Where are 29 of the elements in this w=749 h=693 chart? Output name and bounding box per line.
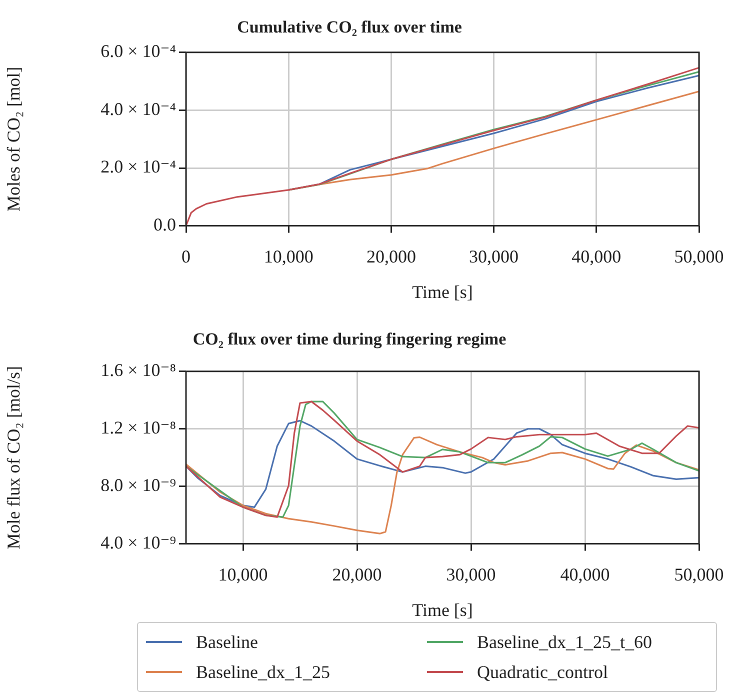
x-tick-label: 40,000 [560, 564, 610, 584]
x-tick-label: 20,000 [332, 564, 382, 584]
y-axis-title: Mole flux of CO₂ [mol/s] [4, 366, 24, 550]
chart-title: Cumulative CO₂ flux over time [237, 18, 462, 37]
x-tick-label: 30,000 [446, 564, 496, 584]
x-tick-label: 50,000 [674, 246, 724, 266]
x-tick-label: 0 [182, 246, 190, 266]
x-axis-title: Time [s] [412, 600, 473, 620]
y-tick-label: 6.0 × 10⁻⁴ [100, 41, 176, 62]
x-tick-label: 50,000 [674, 564, 724, 584]
legend-label: Baseline_dx_1_25_t_60 [477, 632, 652, 652]
y-tick-label: 4.0 × 10⁻⁴ [100, 98, 176, 119]
x-tick-label: 10,000 [218, 564, 268, 584]
y-tick-label: 4.0 × 10⁻⁹ [100, 532, 176, 553]
x-tick-label: 30,000 [469, 246, 519, 266]
y-tick-label: 0.0 [154, 214, 176, 235]
y-tick-label: 1.2 × 10⁻⁸ [100, 418, 176, 438]
legend-label: Baseline [196, 632, 258, 652]
x-tick-label: 40,000 [572, 246, 622, 266]
legend-label: Quadratic_control [477, 662, 608, 682]
y-tick-label: 2.0 × 10⁻⁴ [100, 156, 176, 177]
x-tick-label: 10,000 [264, 246, 314, 266]
x-axis-title: Time [s] [412, 282, 473, 302]
y-tick-label: 8.0 × 10⁻⁹ [100, 475, 176, 496]
legend-label: Baseline_dx_1_25 [196, 662, 330, 682]
chart-title: CO₂ flux over time during fingering regime [192, 330, 507, 349]
y-tick-label: 1.6 × 10⁻⁸ [100, 360, 176, 380]
x-tick-label: 20,000 [366, 246, 416, 266]
y-axis-title: Moles of CO₂ [mol] [4, 66, 24, 212]
